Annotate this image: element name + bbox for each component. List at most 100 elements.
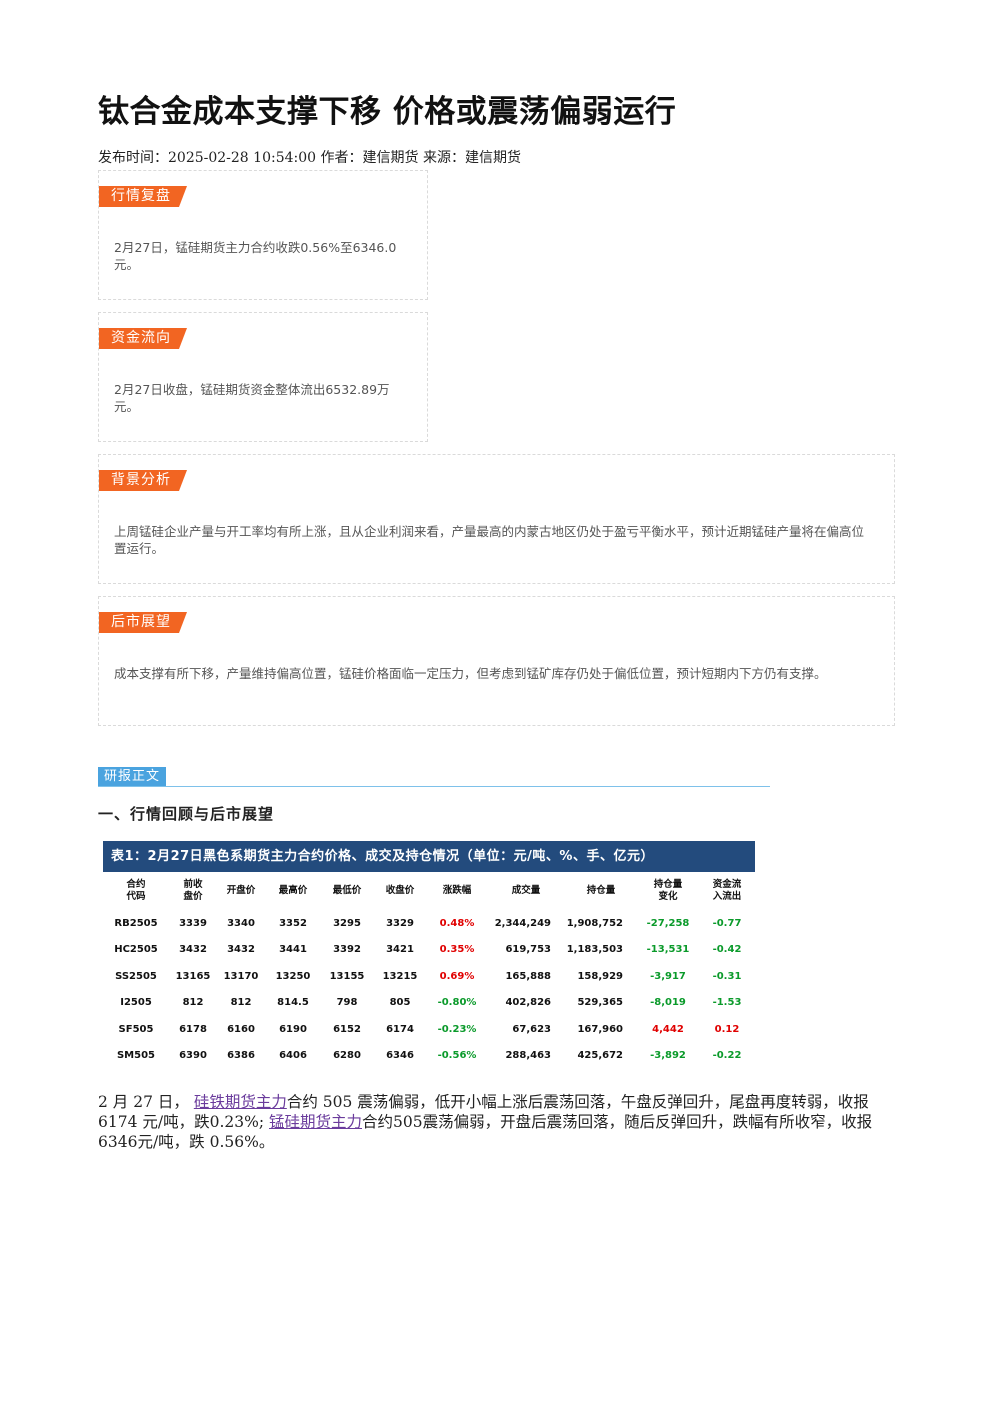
table-cell: 814.5 [277, 997, 309, 1009]
table-cell: SM505 [116, 1050, 156, 1062]
table-cell: 6386 [227, 1050, 255, 1062]
section-subhead: 一、行情回顾与后市展望 [98, 805, 275, 823]
table-cell: 3339 [179, 917, 207, 929]
body-paragraph: 2 月 27 日， 硅铁期货主力合约 505 震荡偏弱，低开小幅上涨后震荡回落，… [98, 1092, 888, 1152]
table-cell: 0.35% [439, 944, 475, 956]
table-row: SM505 6390 6386 6406 6280 6346 -0.56% 288,463 42… [103, 1043, 755, 1070]
silicomanganese-link[interactable]: 锰硅期货主力 [269, 1113, 363, 1131]
table-cell: 13250 [275, 970, 311, 982]
table-cell: 619,753 [505, 944, 551, 956]
futures-table: 表1：2月27日黑色系期货主力合约价格、成交及持仓情况（单位：元/吨、%、手、亿… [103, 841, 755, 1069]
table-row: SS2505 13165 13170 13250 13155 13215 0.69% 165,… [103, 963, 755, 990]
section-tag: 研报正文 [98, 767, 167, 786]
table-cell: -13,531 [646, 944, 690, 956]
body-text-1: 2 月 27 日， [98, 1093, 189, 1111]
table-header-cell: 开盘价 [226, 885, 256, 896]
table-header-cell: 最高价 [278, 885, 308, 896]
table-cell: 0.48% [439, 917, 475, 929]
table-header-row: 合约 代码 前收 盘价 开盘价 最高价 最低价 收盘价 涨跌幅 成交量 持仓量 持仓量 变化 资金流 入流出 [103, 872, 755, 910]
table-cell: 4,442 [652, 1023, 684, 1035]
table-cell: 3340 [227, 917, 255, 929]
review-tag: 行情复盘 [99, 186, 187, 207]
table-header-cell: 资金流 入流出 [712, 879, 742, 902]
table-cell: 158,929 [577, 970, 623, 982]
table-cell: -3,892 [650, 1050, 686, 1062]
table-cell: SF505 [118, 1023, 154, 1035]
table-row: HC2505 3432 3432 3441 3392 3421 0.35% 619,753 1,… [103, 937, 755, 964]
table-cell: 1,183,503 [566, 944, 623, 956]
table-cell: 3392 [333, 944, 361, 956]
review-text: 2月27日，锰硅期货主力合约收跌0.56%至6346.0元。 [114, 240, 397, 272]
background-box: 背景分析 上周锰硅企业产量与开工率均有所上涨，且从企业利润来看，产量最高的内蒙古… [98, 454, 895, 584]
table-cell: -0.22 [712, 1050, 742, 1062]
background-text: 上周锰硅企业产量与开工率均有所上涨，且从企业利润来看，产量最高的内蒙古地区仍处于… [114, 524, 865, 556]
table-cell: 805 [389, 997, 411, 1009]
table-cell: RB2505 [114, 917, 158, 929]
article-meta: 发布时间：2025-02-28 10:54:00 作者：建信期货 来源：建信期货 [98, 150, 521, 166]
body-text-2: 合约 505 震荡偏弱，低开小幅上涨后震荡回落，午盘反弹回升，尾盘再度转弱，收报… [98, 1093, 869, 1131]
table-row: RB2505 3339 3340 3352 3295 3329 0.48% 2,344,249… [103, 910, 755, 937]
table-cell: 165,888 [505, 970, 551, 982]
table-cell: 798 [336, 997, 358, 1009]
table-cell: 3441 [279, 944, 307, 956]
fund-flow-tag: 资金流向 [99, 328, 187, 349]
table-cell: 288,463 [505, 1050, 551, 1062]
table-header-cell: 收盘价 [385, 885, 415, 896]
table-cell: 67,623 [512, 1023, 551, 1035]
table-cell: SS2505 [115, 970, 157, 982]
table-cell: 6280 [333, 1050, 361, 1062]
review-box: 行情复盘 2月27日，锰硅期货主力合约收跌0.56%至6346.0元。 [98, 170, 428, 300]
article-title: 钛合金成本支撑下移 价格或震荡偏弱运行 [98, 94, 677, 130]
table-cell: 3432 [227, 944, 255, 956]
table-header-cell: 最低价 [332, 885, 362, 896]
ferrosilicon-link[interactable]: 硅铁期货主力 [193, 1093, 287, 1111]
table-cell: 402,826 [505, 997, 551, 1009]
table-cell: 13215 [382, 970, 418, 982]
table-cell: -3,917 [650, 970, 686, 982]
table-cell: -0.23% [437, 1023, 477, 1035]
table-caption: 表1：2月27日黑色系期货主力合约价格、成交及持仓情况（单位：元/吨、%、手、亿… [103, 841, 755, 872]
table-cell: 812 [182, 997, 204, 1009]
table-cell: 6406 [279, 1050, 307, 1062]
table-cell: 13165 [175, 970, 211, 982]
table-cell: 6190 [279, 1023, 307, 1035]
table-cell: -0.31 [712, 970, 742, 982]
table-cell: -27,258 [646, 917, 690, 929]
table-cell: 3432 [179, 944, 207, 956]
table-cell: -0.80% [437, 997, 477, 1009]
table-cell: 6178 [179, 1023, 207, 1035]
table-cell: 3352 [279, 917, 307, 929]
body-text-3: 合约505震荡偏弱，开盘后震荡回落，随后反弹回升，跌幅有所收窄，收报6346元/… [98, 1113, 873, 1151]
section-header: 研报正文 [98, 767, 770, 787]
table-row: I2505 812 812 814.5 798 805 -0.80% 402,826 529,3… [103, 990, 755, 1017]
table-cell: 6174 [386, 1023, 414, 1035]
table-cell: I2505 [120, 997, 152, 1009]
table-cell: 2,344,249 [494, 917, 551, 929]
table-header-cell: 涨跌幅 [442, 885, 472, 896]
table-cell: 3421 [386, 944, 414, 956]
table-cell: 167,960 [577, 1023, 623, 1035]
table-header-cell: 持仓量 [586, 885, 616, 896]
table-cell: 3329 [386, 917, 414, 929]
table-header-cell: 前收 盘价 [183, 879, 203, 902]
table-cell: 6346 [386, 1050, 414, 1062]
table-row: SF505 6178 6160 6190 6152 6174 -0.23% 67,623 167… [103, 1016, 755, 1043]
outlook-box: 后市展望 成本支撑有所下移，产量维持偏高位置，锰硅价格面临一定压力，但考虑到锰矿… [98, 596, 895, 726]
outlook-tag: 后市展望 [99, 612, 187, 633]
table-cell: 6390 [179, 1050, 207, 1062]
fund-flow-text: 2月27日收盘，锰硅期货资金整体流出6532.89万元。 [114, 382, 390, 414]
table-cell: 6152 [333, 1023, 361, 1035]
table-cell: 0.69% [439, 970, 475, 982]
table-cell: 812 [230, 997, 252, 1009]
table-header-cell: 合约 代码 [126, 879, 146, 902]
table-cell: 6160 [227, 1023, 255, 1035]
table-cell: -0.56% [437, 1050, 477, 1062]
table-cell: 425,672 [577, 1050, 623, 1062]
table-body: RB2505 3339 3340 3352 3295 3329 0.48% 2,344,249… [103, 910, 755, 1069]
fund-flow-box: 资金流向 2月27日收盘，锰硅期货资金整体流出6532.89万元。 [98, 312, 428, 442]
table-cell: 13155 [329, 970, 365, 982]
background-tag: 背景分析 [99, 470, 187, 491]
outlook-text: 成本支撑有所下移，产量维持偏高位置，锰硅价格面临一定压力，但考虑到锰矿库存仍处于… [114, 666, 827, 681]
table-cell: -8,019 [650, 997, 686, 1009]
table-cell: 0.12 [714, 1023, 740, 1035]
